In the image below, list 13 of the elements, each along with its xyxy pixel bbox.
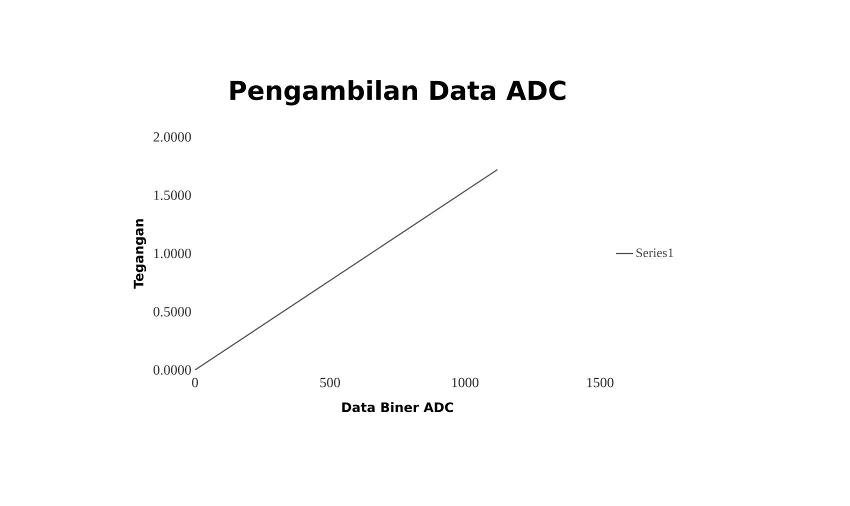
x-tick-label: 1000 [452, 378, 478, 388]
y-tick-label: 1.0000 [154, 248, 191, 258]
y-tick-label: 0.5000 [154, 306, 191, 317]
x-tick-label: 0 [192, 378, 198, 388]
x-axis-title: Data Biner ADC [342, 402, 454, 412]
chart-title: Pengambilan Data ADC [230, 80, 566, 106]
y-tick-label: 2.0000 [154, 132, 191, 142]
x-tick-label: 1500 [587, 378, 614, 388]
x-tick-label: 500 [320, 378, 340, 388]
y-tick-label: 1.5000 [154, 190, 191, 200]
legend-label: Series1 [636, 248, 674, 258]
y-tick-label: 0.0000 [154, 365, 191, 375]
y-axis-title: Tegangan [134, 219, 146, 289]
